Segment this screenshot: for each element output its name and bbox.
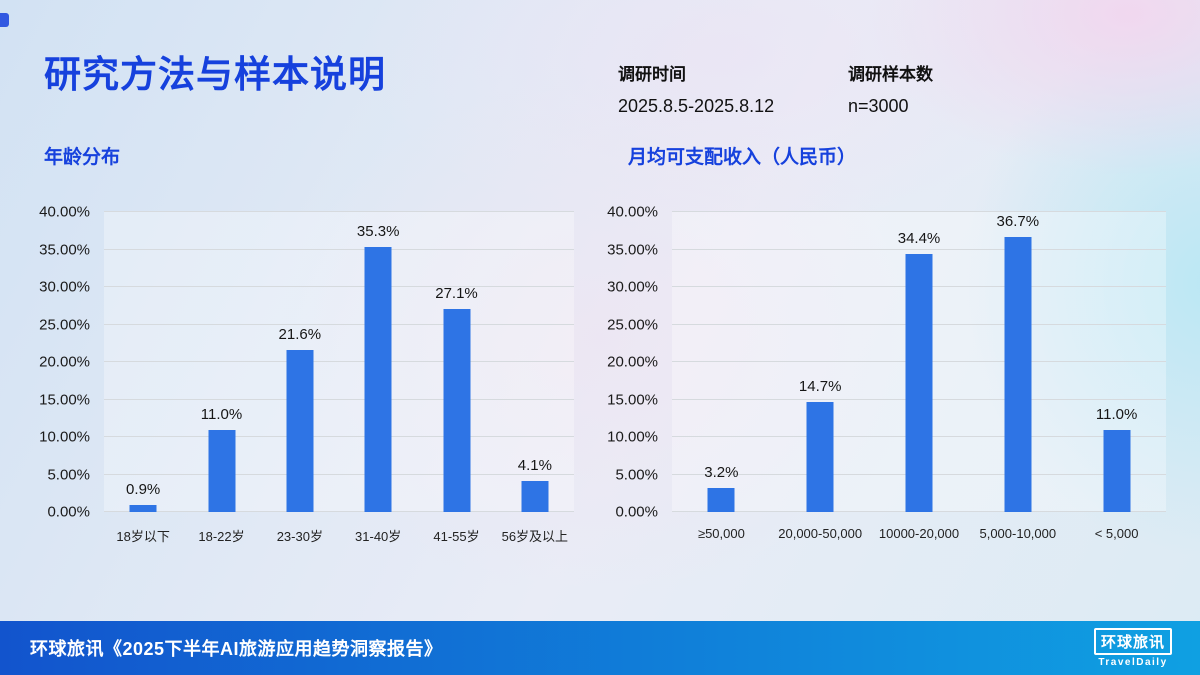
y-axis-tick-label: 40.00% [607, 203, 658, 221]
bar [1103, 429, 1131, 512]
y-axis-tick-label: 15.00% [39, 391, 90, 408]
x-axis-category-label: 41-55岁 [433, 529, 480, 544]
bar [208, 429, 235, 512]
survey-time-value: 2025.8.5-2025.8.12 [618, 96, 775, 116]
y-axis-tick-label: 30.00% [607, 278, 658, 296]
data-label: 14.7% [798, 377, 842, 395]
sample-size-label: 调研样本数 [848, 65, 933, 84]
y-axis: 0.00% 5.00% 10.00% 15.00% 20.00% 25.00% 30.00%… [602, 204, 664, 521]
sample-size-block: 调研样本数 n=3000 [848, 60, 933, 117]
report-source-text: 环球旅讯《2025下半年AI旅游应用趋势洞察报告》 [30, 639, 443, 659]
x-axis-category-label: 5,000-10,000 [979, 526, 1057, 541]
x-axis-category-label: 20,000-50,000 [778, 526, 863, 541]
x-axis-category-label: 18岁以下 [116, 529, 170, 544]
y-axis-tick-label: 5.00% [615, 466, 658, 483]
data-label: 36.7% [996, 212, 1040, 230]
sample-size-value: n=3000 [848, 96, 909, 116]
data-label: 35.3% [356, 223, 400, 241]
bar [521, 481, 549, 512]
bar [286, 350, 314, 512]
gridline [104, 361, 574, 362]
x-axis-category-label: 18-22岁 [198, 529, 245, 544]
x-axis-category-label: ≥50,000 [697, 526, 745, 541]
bar [364, 247, 392, 512]
bar [443, 308, 470, 512]
y-axis-tick-label: 10.00% [39, 428, 90, 446]
x-axis-category-label: 10000-20,000 [878, 526, 960, 541]
data-label: 4.1% [517, 457, 552, 475]
data-label: 34.4% [897, 230, 941, 247]
y-axis-tick-label: 40.00% [39, 203, 90, 221]
y-axis-tick-label: 25.00% [39, 316, 90, 333]
gridline [104, 248, 574, 250]
y-axis-tick-label: 30.00% [39, 278, 90, 296]
survey-time-block: 调研时间 2025.8.5-2025.8.12 [618, 60, 774, 117]
data-label: 21.6% [278, 326, 322, 343]
bar [905, 254, 933, 512]
x-axis-category-label: < 5,000 [1094, 526, 1139, 541]
y-axis-tick-label: 10.00% [607, 428, 658, 446]
income-chart-title: 月均可支配收入（人民币） [628, 147, 857, 168]
traveldaily-logo: 环球旅讯 TravelDaily [1093, 628, 1172, 668]
y-axis-tick-label: 35.00% [607, 241, 658, 258]
y-axis: 0.00% 5.00% 10.00% 15.00% 20.00% 25.00% 30.00%… [34, 204, 96, 521]
data-label: 27.1% [435, 284, 478, 302]
plot-area: 0.9% 11.0% 21.6% 35.3% 27.1% 4.1% [104, 211, 574, 512]
corner-decoration [0, 13, 9, 27]
bar [806, 401, 834, 512]
logo-english-text: TravelDaily [1098, 657, 1168, 668]
survey-time-label: 调研时间 [618, 65, 686, 84]
bar [129, 505, 157, 512]
age-chart-title: 年龄分布 [44, 147, 121, 168]
gridline [104, 436, 574, 437]
gridline [104, 211, 574, 212]
x-axis: 18岁以下 18-22岁 23-30岁 31-40岁 41-55岁 56岁及以上 [104, 526, 574, 544]
footer-bar: 环球旅讯《2025下半年AI旅游应用趋势洞察报告》 环球旅讯 TravelDai… [0, 621, 1200, 675]
x-axis-category-label: 23-30岁 [276, 529, 323, 544]
gridline [104, 286, 574, 287]
gridline [672, 248, 1166, 250]
y-axis-tick-label: 25.00% [607, 316, 658, 333]
income-distribution-chart: 0.00% 5.00% 10.00% 15.00% 20.00% 25.00% 30.00%… [602, 196, 1174, 556]
data-label: 11.0% [200, 405, 243, 423]
page-title: 研究方法与样本说明 [44, 54, 386, 95]
logo-chinese-text: 环球旅讯 [1093, 628, 1172, 655]
y-axis-tick-label: 0.00% [47, 503, 90, 521]
y-axis-tick-label: 20.00% [39, 353, 90, 371]
y-axis-tick-label: 5.00% [47, 466, 90, 483]
x-axis-category-label: 31-40岁 [355, 529, 402, 544]
y-axis-tick-label: 0.00% [615, 503, 658, 521]
data-label: 3.2% [704, 464, 739, 481]
gridline [104, 511, 574, 512]
x-axis: ≥50,000 20,000-50,000 10000-20,000 5,000-10… [672, 526, 1166, 544]
y-axis-tick-label: 20.00% [607, 353, 658, 371]
data-label: 11.0% [1095, 405, 1138, 423]
y-axis-tick-label: 35.00% [39, 241, 90, 258]
bar [1004, 236, 1032, 512]
bar [707, 488, 735, 512]
gridline [672, 211, 1166, 212]
x-axis-category-label: 56岁及以上 [501, 529, 569, 544]
gridline [104, 323, 574, 325]
gridline [104, 473, 574, 475]
y-axis-tick-label: 15.00% [607, 391, 658, 408]
age-distribution-chart: 0.00% 5.00% 10.00% 15.00% 20.00% 25.00% 30.00%… [34, 196, 582, 556]
gridline [104, 398, 574, 400]
data-label: 0.9% [126, 481, 161, 499]
plot-area: 3.2% 14.7% 34.4% 36.7% 11.0% [672, 211, 1166, 512]
